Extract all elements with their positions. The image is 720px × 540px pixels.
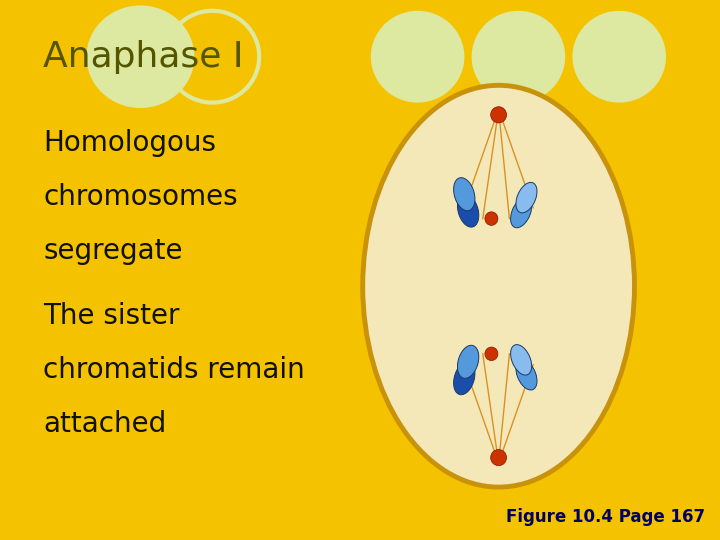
Ellipse shape — [457, 194, 479, 227]
Text: Anaphase I: Anaphase I — [43, 40, 243, 73]
Ellipse shape — [363, 85, 634, 487]
Ellipse shape — [454, 178, 475, 211]
Text: chromatids remain: chromatids remain — [43, 356, 305, 384]
Ellipse shape — [371, 11, 464, 103]
Text: segregate: segregate — [43, 237, 183, 265]
Ellipse shape — [491, 107, 507, 123]
Ellipse shape — [491, 449, 507, 465]
Ellipse shape — [572, 11, 666, 103]
Text: Figure 10.4 Page 167: Figure 10.4 Page 167 — [506, 509, 706, 526]
Ellipse shape — [485, 212, 498, 225]
Ellipse shape — [516, 360, 537, 390]
Text: Homologous: Homologous — [43, 129, 216, 157]
Ellipse shape — [457, 345, 479, 379]
Ellipse shape — [454, 362, 475, 395]
Ellipse shape — [510, 197, 531, 228]
Text: The sister: The sister — [43, 302, 180, 330]
Ellipse shape — [86, 5, 194, 108]
Ellipse shape — [485, 347, 498, 361]
Ellipse shape — [516, 183, 537, 213]
Text: chromosomes: chromosomes — [43, 183, 238, 211]
Text: attached: attached — [43, 410, 166, 438]
Ellipse shape — [472, 11, 565, 103]
Ellipse shape — [510, 345, 531, 375]
